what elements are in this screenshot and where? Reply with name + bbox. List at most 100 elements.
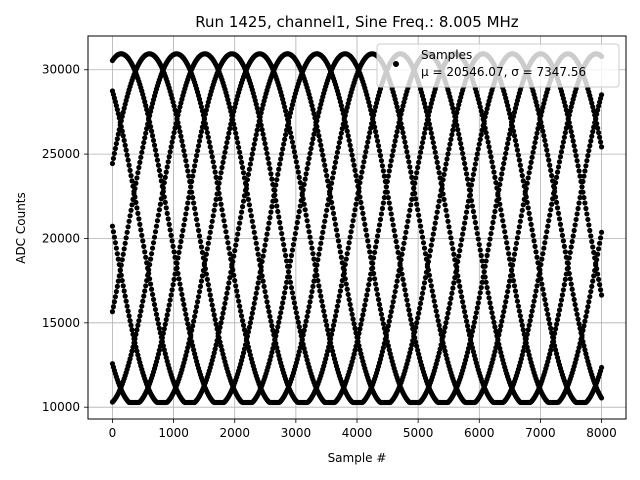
sample-point — [349, 152, 355, 158]
sample-point — [317, 137, 323, 144]
sample-point — [449, 132, 455, 138]
sample-point — [320, 229, 326, 235]
sample-point — [144, 126, 150, 132]
sample-point — [542, 240, 548, 246]
sample-point — [250, 224, 256, 230]
sample-point — [579, 184, 585, 190]
sample-point — [472, 314, 478, 321]
sample-point — [226, 245, 232, 251]
sample-point — [514, 235, 521, 241]
sample-point — [475, 236, 481, 242]
sample-point — [528, 159, 534, 165]
sample-point — [383, 334, 389, 340]
sample-point — [276, 319, 282, 325]
sample-point — [281, 100, 287, 106]
sample-point — [469, 328, 476, 334]
sample-point — [212, 169, 218, 175]
sample-point — [137, 221, 143, 227]
sample-point — [300, 187, 306, 193]
sample-point — [455, 258, 461, 265]
sample-point — [434, 159, 440, 165]
sample-point — [399, 107, 405, 113]
sample-point — [566, 112, 572, 118]
sample-point — [574, 158, 580, 164]
sample-point — [345, 133, 351, 139]
sample-point — [141, 243, 147, 249]
sample-point — [412, 329, 418, 335]
sample-point — [220, 159, 226, 165]
sample-point — [547, 212, 553, 218]
sample-point — [314, 272, 320, 278]
sample-point — [138, 227, 144, 233]
sample-point — [143, 130, 149, 136]
sample-point — [543, 142, 549, 148]
sample-point — [401, 282, 407, 288]
sample-point — [598, 144, 605, 150]
sample-point — [582, 168, 588, 174]
sample-point — [264, 299, 270, 305]
sample-point — [503, 234, 509, 240]
sample-point — [362, 302, 368, 308]
sample-point — [127, 167, 133, 173]
sample-point — [300, 341, 306, 347]
sample-point — [224, 139, 230, 146]
sample-point — [151, 142, 158, 148]
sample-point — [164, 312, 170, 318]
sample-point — [460, 150, 466, 157]
sample-point — [513, 142, 520, 148]
sample-point — [305, 160, 311, 167]
sample-point — [191, 168, 197, 174]
sample-point — [351, 351, 357, 357]
sample-point — [183, 311, 189, 317]
sample-point — [295, 169, 301, 175]
sample-point — [316, 109, 322, 115]
sample-point — [552, 326, 559, 332]
sample-point — [568, 129, 574, 135]
sample-point — [444, 213, 450, 219]
sample-point — [356, 330, 362, 336]
sample-point — [250, 146, 256, 152]
sample-point — [170, 243, 176, 249]
sample-point — [597, 287, 604, 293]
x-tick-label: 1000 — [158, 426, 189, 440]
sample-point — [443, 207, 449, 213]
sample-point — [406, 159, 412, 165]
sample-point — [292, 230, 298, 237]
sample-point — [230, 258, 236, 265]
sample-point — [143, 283, 149, 289]
sample-point — [562, 130, 568, 136]
sample-point — [456, 253, 462, 259]
sample-point — [253, 240, 259, 246]
sample-point — [421, 100, 428, 107]
sample-point — [506, 106, 512, 113]
sample-point — [598, 395, 605, 401]
sample-point — [399, 125, 405, 131]
sample-point — [408, 202, 414, 208]
sample-point — [190, 343, 196, 349]
sample-point — [400, 276, 406, 282]
sample-point — [219, 315, 225, 321]
sample-point — [327, 185, 334, 192]
sample-point — [172, 107, 178, 113]
sample-point — [436, 198, 442, 204]
sample-point — [490, 164, 496, 170]
sample-point — [324, 207, 330, 213]
sample-point — [595, 125, 601, 131]
sample-point — [528, 221, 534, 227]
x-tick-label: 3000 — [281, 426, 312, 440]
sample-point — [502, 304, 508, 310]
sample-point — [482, 114, 488, 120]
sample-point — [319, 298, 325, 304]
sample-point — [164, 164, 170, 170]
sample-point — [526, 322, 532, 328]
sample-point — [594, 111, 600, 117]
sample-point — [496, 341, 502, 347]
sample-point — [261, 136, 267, 142]
sample-point — [478, 132, 484, 138]
sample-point — [127, 213, 133, 219]
sample-point — [496, 196, 502, 202]
sample-point — [378, 211, 385, 217]
sample-point — [413, 175, 419, 181]
sample-point — [280, 146, 286, 152]
sample-point — [388, 211, 394, 217]
